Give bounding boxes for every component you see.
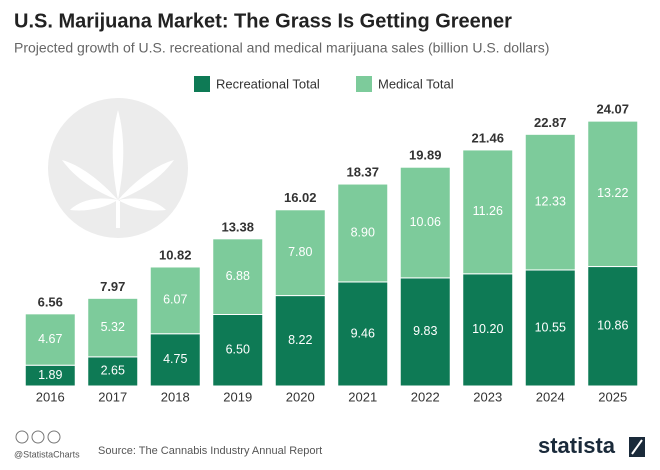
bar-segment — [87, 297, 139, 358]
total-label: 24.07 — [596, 102, 629, 117]
total-label: 19.89 — [409, 148, 442, 163]
bar-segment — [524, 269, 576, 387]
legend-label: Recreational Total — [216, 76, 320, 91]
value-label: 12.33 — [535, 194, 566, 208]
total-label: 7.97 — [100, 279, 125, 294]
cc-icon — [15, 430, 29, 444]
chart-title: U.S. Marijuana Market: The Grass Is Gett… — [14, 10, 512, 32]
logo-leaf — [62, 110, 174, 228]
value-label: 10.55 — [535, 320, 566, 334]
footer-source: Source: The Cannabis Industry Annual Rep… — [98, 445, 322, 457]
bar-segment — [274, 209, 326, 297]
footer-brand: statista — [538, 433, 616, 458]
value-label: 13.22 — [597, 186, 628, 200]
value-label: 10.06 — [410, 215, 441, 229]
x-tick-label: 2018 — [161, 389, 190, 404]
value-label: 7.80 — [288, 245, 312, 259]
value-label: 2.65 — [101, 364, 125, 378]
total-label: 22.87 — [534, 115, 567, 130]
x-tick-label: 2025 — [598, 389, 627, 404]
value-label: 1.89 — [38, 368, 62, 382]
total-label: 18.37 — [346, 164, 379, 179]
bar-segment — [212, 238, 264, 316]
x-tick-label: 2021 — [348, 389, 377, 404]
value-label: 8.22 — [288, 333, 312, 347]
x-tick-label: 2016 — [36, 389, 65, 404]
brand-icon — [627, 435, 647, 459]
value-label: 6.07 — [163, 293, 187, 307]
x-tick-label: 2020 — [286, 389, 315, 404]
bar-segment — [587, 120, 639, 268]
bar-segment — [399, 166, 451, 279]
value-label: 10.86 — [597, 319, 628, 333]
background-logo — [48, 98, 188, 238]
cc-icon — [47, 430, 61, 444]
bar-segment — [587, 266, 639, 387]
bar-segment — [399, 277, 451, 387]
x-tick-label: 2024 — [536, 389, 565, 404]
x-tick-label: 2017 — [98, 389, 127, 404]
total-label: 21.46 — [471, 130, 504, 145]
bar-segment — [274, 295, 326, 387]
bar-segment — [462, 149, 514, 275]
legend-label: Medical Total — [378, 76, 454, 91]
value-label: 11.26 — [473, 204, 503, 218]
total-label: 6.56 — [38, 294, 63, 309]
value-label: 8.90 — [351, 225, 375, 239]
value-label: 10.20 — [472, 322, 503, 336]
footer: @StatistaCharts Source: The Cannabis Ind… — [14, 430, 647, 459]
bar-segment — [337, 183, 389, 283]
cc-icon — [31, 430, 45, 444]
value-label: 9.83 — [413, 324, 437, 338]
total-label: 13.38 — [221, 219, 254, 234]
chart-subtitle: Projected growth of U.S. recreational an… — [14, 40, 549, 56]
total-label: 10.82 — [159, 247, 192, 262]
value-label: 4.75 — [163, 352, 187, 366]
footer-handle: @StatistaCharts — [14, 449, 80, 459]
value-label: 4.67 — [38, 332, 62, 346]
total-label: 16.02 — [284, 190, 317, 205]
x-tick-label: 2023 — [473, 389, 502, 404]
bar-segment — [524, 133, 576, 271]
bar-segment — [87, 356, 139, 387]
legend-swatch — [356, 76, 372, 92]
value-label: 6.50 — [226, 343, 250, 357]
x-tick-label: 2022 — [411, 389, 440, 404]
bar-segment — [337, 281, 389, 387]
value-label: 5.32 — [101, 320, 125, 334]
bar-segment — [24, 313, 76, 366]
legend-swatch — [194, 76, 210, 92]
bar-segment — [462, 273, 514, 387]
x-tick-label: 2019 — [223, 389, 252, 404]
value-label: 9.46 — [351, 326, 375, 340]
bar-segment — [149, 266, 201, 335]
value-label: 6.88 — [226, 269, 250, 283]
